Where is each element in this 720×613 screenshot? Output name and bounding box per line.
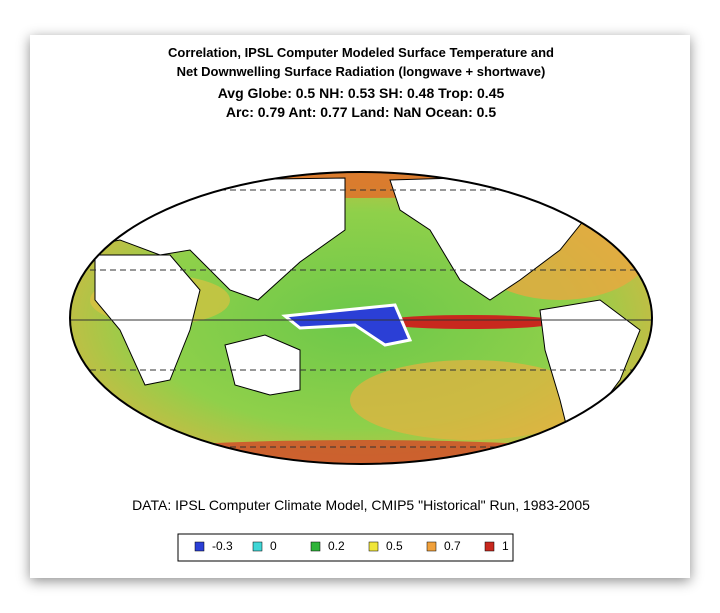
legend-label: 0 bbox=[270, 539, 277, 553]
data-source: DATA: IPSL Computer Climate Model, CMIP5… bbox=[132, 497, 590, 513]
stats-line: Arc: 0.79 Ant: 0.77 Land: NaN Ocean: 0.5 bbox=[226, 104, 496, 120]
legend-swatch bbox=[252, 541, 263, 552]
legend-swatch bbox=[484, 541, 495, 552]
title-line: Net Downwelling Surface Radiation (longw… bbox=[177, 64, 546, 79]
stats-line: Avg Globe: 0.5 NH: 0.53 SH: 0.48 Trop: 0… bbox=[218, 85, 505, 101]
legend: -0.3 0 0.2 0.5 0.7 1 bbox=[194, 539, 509, 553]
legend-label: 1 bbox=[502, 539, 509, 553]
legend-swatch bbox=[426, 541, 437, 552]
legend-label: 0.7 bbox=[444, 539, 461, 553]
legend-swatch bbox=[368, 541, 379, 552]
legend-label: 0.5 bbox=[386, 539, 403, 553]
map bbox=[70, 172, 652, 464]
legend-box bbox=[177, 533, 514, 562]
legend-swatch bbox=[194, 541, 205, 552]
title-line: Correlation, IPSL Computer Modeled Surfa… bbox=[168, 45, 554, 60]
map-border bbox=[69, 171, 653, 465]
legend-label: -0.3 bbox=[212, 539, 233, 553]
legend-swatch bbox=[310, 541, 321, 552]
legend-label: 0.2 bbox=[328, 539, 345, 553]
